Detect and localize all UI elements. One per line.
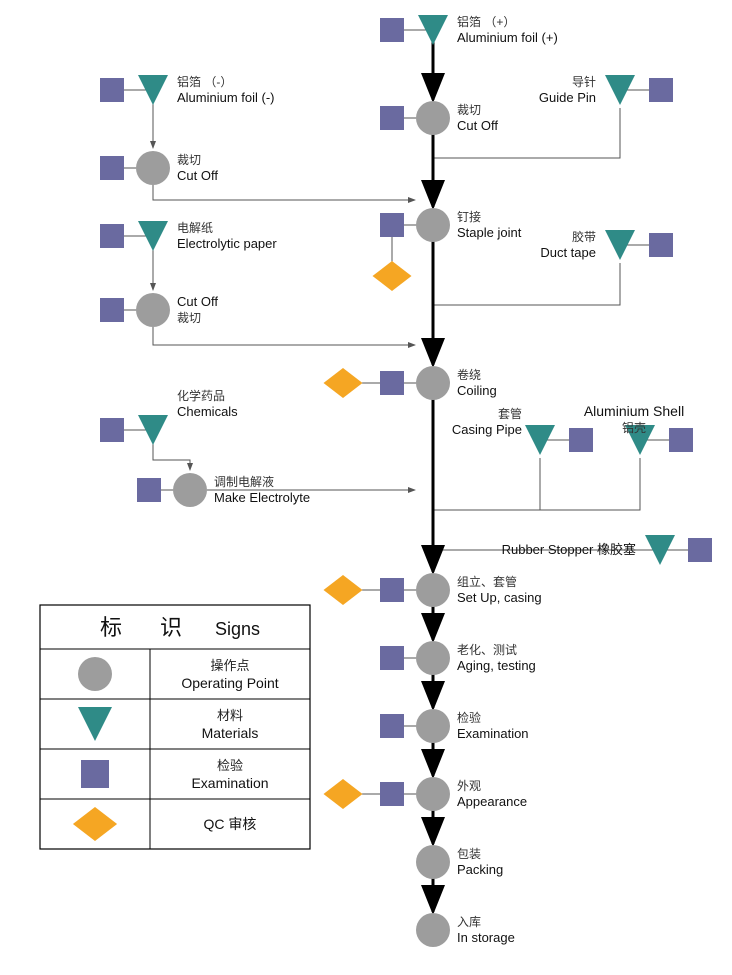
svg-text:Aging, testing: Aging, testing [457, 658, 536, 673]
node-coil [416, 366, 450, 400]
svg-text:Examination: Examination [191, 775, 268, 791]
node-make_elec [173, 473, 207, 507]
svg-text:Chemicals: Chemicals [177, 404, 238, 419]
svg-text:Duct tape: Duct tape [540, 245, 596, 260]
node-casing_ex [569, 428, 593, 452]
svg-text:化学药品: 化学药品 [177, 388, 225, 403]
svg-text:Cut Off: Cut Off [177, 294, 218, 309]
svg-text:调制电解液: 调制电解液 [214, 474, 274, 489]
svg-text:操作点: 操作点 [210, 658, 249, 673]
svg-text:检验: 检验 [217, 758, 243, 773]
node-guide_ex [649, 78, 673, 102]
svg-text:Cut Off: Cut Off [457, 118, 498, 133]
svg-text:铝壳: 铝壳 [622, 420, 646, 435]
node-alneg_ex [100, 78, 124, 102]
node-cut_neg_ex [100, 156, 124, 180]
node-coil_ex [380, 371, 404, 395]
svg-text:QC 审核: QC 审核 [204, 816, 257, 832]
node-setup [416, 573, 450, 607]
svg-text:铝箔 （+）: 铝箔 （+） [457, 14, 515, 29]
node-appear [416, 777, 450, 811]
svg-text:裁切: 裁切 [177, 311, 201, 325]
svg-text:胶带: 胶带 [572, 229, 596, 244]
svg-text:Electrolytic paper: Electrolytic paper [177, 236, 277, 251]
node-duct_ex [649, 233, 673, 257]
svg-text:Aluminium foil (+): Aluminium foil (+) [457, 30, 558, 45]
node-make_elec_ex [137, 478, 161, 502]
svg-text:Make Electrolyte: Make Electrolyte [214, 490, 310, 505]
svg-text:包装: 包装 [457, 847, 481, 861]
svg-text:外观: 外观 [457, 779, 481, 793]
node-exam_ex [380, 714, 404, 738]
node-storage [416, 913, 450, 947]
svg-text:Rubber Stopper 橡胶塞: Rubber Stopper 橡胶塞 [502, 542, 636, 557]
node-staple [416, 208, 450, 242]
svg-text:材料: 材料 [217, 708, 243, 723]
svg-text:Examination: Examination [457, 726, 529, 741]
svg-text:Casing Pipe: Casing Pipe [452, 422, 522, 437]
svg-text:Staple joint: Staple joint [457, 225, 522, 240]
svg-text:老化、测试: 老化、测试 [457, 642, 517, 657]
node-epaper_ex [100, 224, 124, 248]
node-setup_qc [324, 575, 363, 605]
node-staple_ex [380, 213, 404, 237]
svg-text:裁切: 裁切 [177, 153, 201, 167]
svg-text:套管: 套管 [498, 406, 522, 421]
svg-text:Signs: Signs [215, 619, 260, 639]
svg-text:组立、套管: 组立、套管 [457, 574, 517, 589]
svg-text:入库: 入库 [457, 914, 481, 929]
node-cut_neg [136, 151, 170, 185]
svg-text:Cut Off: Cut Off [177, 168, 218, 183]
svg-text:Packing: Packing [457, 862, 503, 877]
svg-text:铝箔 （-）: 铝箔 （-） [177, 74, 232, 89]
svg-text:导针: 导针 [572, 74, 596, 89]
svg-text:Coiling: Coiling [457, 383, 497, 398]
node-alpos_ex [380, 18, 404, 42]
node-appear_qc [324, 779, 363, 809]
node-cut_main_ex [380, 106, 404, 130]
svg-text:Appearance: Appearance [457, 794, 527, 809]
node-rubber_ex [688, 538, 712, 562]
svg-text:钉接: 钉接 [457, 209, 481, 224]
svg-text:电解纸: 电解纸 [177, 221, 213, 235]
node-appear_ex [380, 782, 404, 806]
node-chem_ex [100, 418, 124, 442]
node-alshell_ex [669, 428, 693, 452]
node-exam [416, 709, 450, 743]
svg-text:标 识: 标 识 [100, 615, 190, 640]
node-aging_ex [380, 646, 404, 670]
node-cut_paper [136, 293, 170, 327]
legend: 标 识 Signs 操作点 Operating Point 材料 Materials 检验 E… [40, 605, 310, 849]
node-pack [416, 845, 450, 879]
svg-text:裁切: 裁切 [457, 103, 481, 117]
svg-text:Aluminium Shell: Aluminium Shell [584, 403, 684, 419]
svg-text:卷绕: 卷绕 [457, 367, 481, 382]
node-coil_qc [324, 368, 363, 398]
node-cut_paper_ex [100, 298, 124, 322]
node-aging [416, 641, 450, 675]
svg-text:Set Up, casing: Set Up, casing [457, 590, 542, 605]
node-staple_qc [373, 261, 412, 291]
flowchart-canvas: 铝箔 （+）Aluminium foil (+)铝箔 （-）Aluminium … [0, 0, 732, 975]
svg-text:Operating Point: Operating Point [181, 675, 278, 691]
svg-text:Aluminium foil (-): Aluminium foil (-) [177, 90, 275, 105]
svg-text:检验: 检验 [457, 710, 481, 725]
svg-text:Guide Pin: Guide Pin [539, 90, 596, 105]
node-setup_ex [380, 578, 404, 602]
node-cut_main [416, 101, 450, 135]
svg-text:In storage: In storage [457, 930, 515, 945]
svg-text:Materials: Materials [202, 725, 259, 741]
